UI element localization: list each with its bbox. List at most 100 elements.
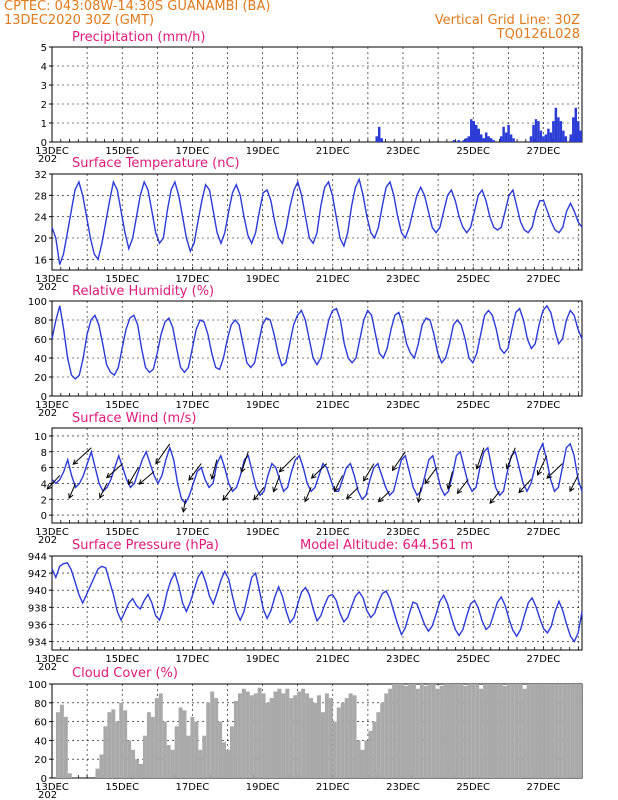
- wind-arrow: [128, 467, 139, 485]
- cloud-bar: [368, 731, 373, 778]
- pressure-series-line: [51, 561, 583, 643]
- pressure-ytick-label: 942: [28, 569, 47, 580]
- cloud-bar: [150, 716, 155, 778]
- pressure-xtick-label: 13DEC: [35, 654, 69, 665]
- cloud-ytick-label: 80: [34, 699, 47, 710]
- precip-bar: [534, 119, 538, 142]
- wind-arrow: [72, 447, 92, 465]
- cloud-bar: [348, 693, 353, 778]
- precip-bar: [467, 136, 471, 142]
- cloud-ytick-label: 60: [34, 718, 47, 729]
- precip-bar: [544, 134, 548, 142]
- cloud-bar: [261, 693, 266, 778]
- cloud-bar: [127, 740, 132, 778]
- wind-arrow-head: [304, 496, 310, 503]
- wind-arrow: [106, 463, 123, 478]
- wind-arrow-head: [333, 486, 339, 493]
- precip-ytick-label: 5: [41, 43, 47, 54]
- wind-ytick-label: 10: [34, 432, 47, 443]
- cloud-bar: [166, 745, 171, 778]
- wind-arrow-head: [99, 492, 105, 499]
- temperature-xtick-label: 25DEC: [456, 274, 490, 285]
- wind-xtick-label: 19DEC: [246, 527, 280, 538]
- wind-arrow: [138, 471, 155, 485]
- cloud-bar: [170, 749, 175, 778]
- wind-xtick-label: 13DEC: [35, 527, 69, 538]
- cloud-bar: [281, 693, 286, 778]
- wind-arrow-head: [155, 458, 161, 465]
- precip-ytick-label: 0: [41, 138, 47, 149]
- wind-arrow: [417, 487, 422, 503]
- humidity-xtick-label: 23DEC: [386, 400, 420, 411]
- precip-xtick-label: 25DEC: [456, 146, 490, 157]
- cloud-ytick-label: 40: [34, 736, 47, 747]
- cloud-bar: [107, 712, 112, 778]
- wind-series-line: [51, 441, 583, 505]
- precip-bar: [574, 107, 578, 142]
- cloud-bar: [498, 684, 503, 778]
- cloud-bar: [336, 707, 341, 778]
- precip-bar: [554, 107, 558, 142]
- cloud-bar: [135, 759, 140, 778]
- cloud-bar: [320, 712, 325, 778]
- precip-bar: [562, 130, 565, 142]
- cloud-bar: [103, 726, 108, 778]
- cloud-bar: [534, 684, 539, 778]
- precip-bar: [489, 138, 493, 142]
- cloud-bar: [487, 684, 492, 778]
- humidity-ytick-label: 80: [34, 316, 47, 327]
- humidity-xtick-label: 19DEC: [246, 400, 280, 411]
- cloud-bar: [407, 684, 412, 778]
- wind-xtick-label: 23DEC: [386, 527, 420, 538]
- cloud-bar: [451, 684, 456, 778]
- header-grid-info: Vertical Grid Line: 30Z: [434, 13, 580, 28]
- header-model-id: TQ0126L028: [496, 27, 580, 42]
- precip-bar: [380, 138, 383, 142]
- cloud-bar: [115, 721, 120, 778]
- cloud-bar: [439, 685, 444, 778]
- precip-bar: [542, 136, 545, 142]
- wind-arrow-head: [416, 497, 422, 504]
- wind-arrow-head: [68, 493, 74, 500]
- wind-arrow: [222, 487, 233, 501]
- wind-arrow-head: [310, 473, 317, 479]
- cloud-bar: [241, 688, 246, 778]
- cloud-bar: [67, 773, 72, 778]
- precip-bar: [482, 138, 485, 142]
- wind-arrow-head: [546, 473, 553, 479]
- cloud-bar: [186, 735, 191, 778]
- cloud-bar: [415, 688, 420, 778]
- pressure-ytick-label: 938: [28, 603, 47, 614]
- temperature-ytick-label: 32: [34, 170, 47, 181]
- cloud-bar: [194, 721, 199, 778]
- wind-arrow-head: [475, 463, 481, 470]
- wind-arrow-head: [138, 479, 145, 485]
- wind-arrow: [334, 475, 343, 492]
- wind-arrow-head: [363, 475, 369, 482]
- precip-bar: [465, 138, 468, 142]
- humidity-ytick-label: 60: [34, 335, 47, 346]
- precip-bar: [462, 140, 466, 142]
- precip-bar: [377, 126, 381, 142]
- wind-xtick-label: 17DEC: [176, 527, 210, 538]
- cloud-bar: [210, 691, 215, 778]
- cloud-bar: [546, 684, 551, 778]
- precip-bar: [452, 140, 456, 142]
- temperature-ytick-label: 28: [34, 191, 47, 202]
- wind-ytick-label: 8: [41, 448, 47, 459]
- precip-bar: [579, 130, 582, 142]
- cloud-bar: [344, 698, 349, 778]
- humidity-ytick-label: 40: [34, 354, 47, 365]
- cloud-bar: [190, 716, 195, 778]
- humidity-xtick-label: 27DEC: [527, 400, 561, 411]
- wind-arrow-head: [391, 465, 398, 472]
- cloud-bar: [554, 684, 559, 778]
- cloud-bar: [237, 693, 242, 778]
- cloud-bar: [364, 740, 369, 778]
- temperature-xtick-label: 13DEC: [35, 274, 69, 285]
- wind-xtick-label: 21DEC: [316, 527, 350, 538]
- wind-xtick-label: 15DEC: [105, 527, 139, 538]
- header-station: CPTEC: 043:08W-14:30S GUANAMBI (BA): [4, 0, 271, 14]
- cloud-bar: [328, 698, 333, 778]
